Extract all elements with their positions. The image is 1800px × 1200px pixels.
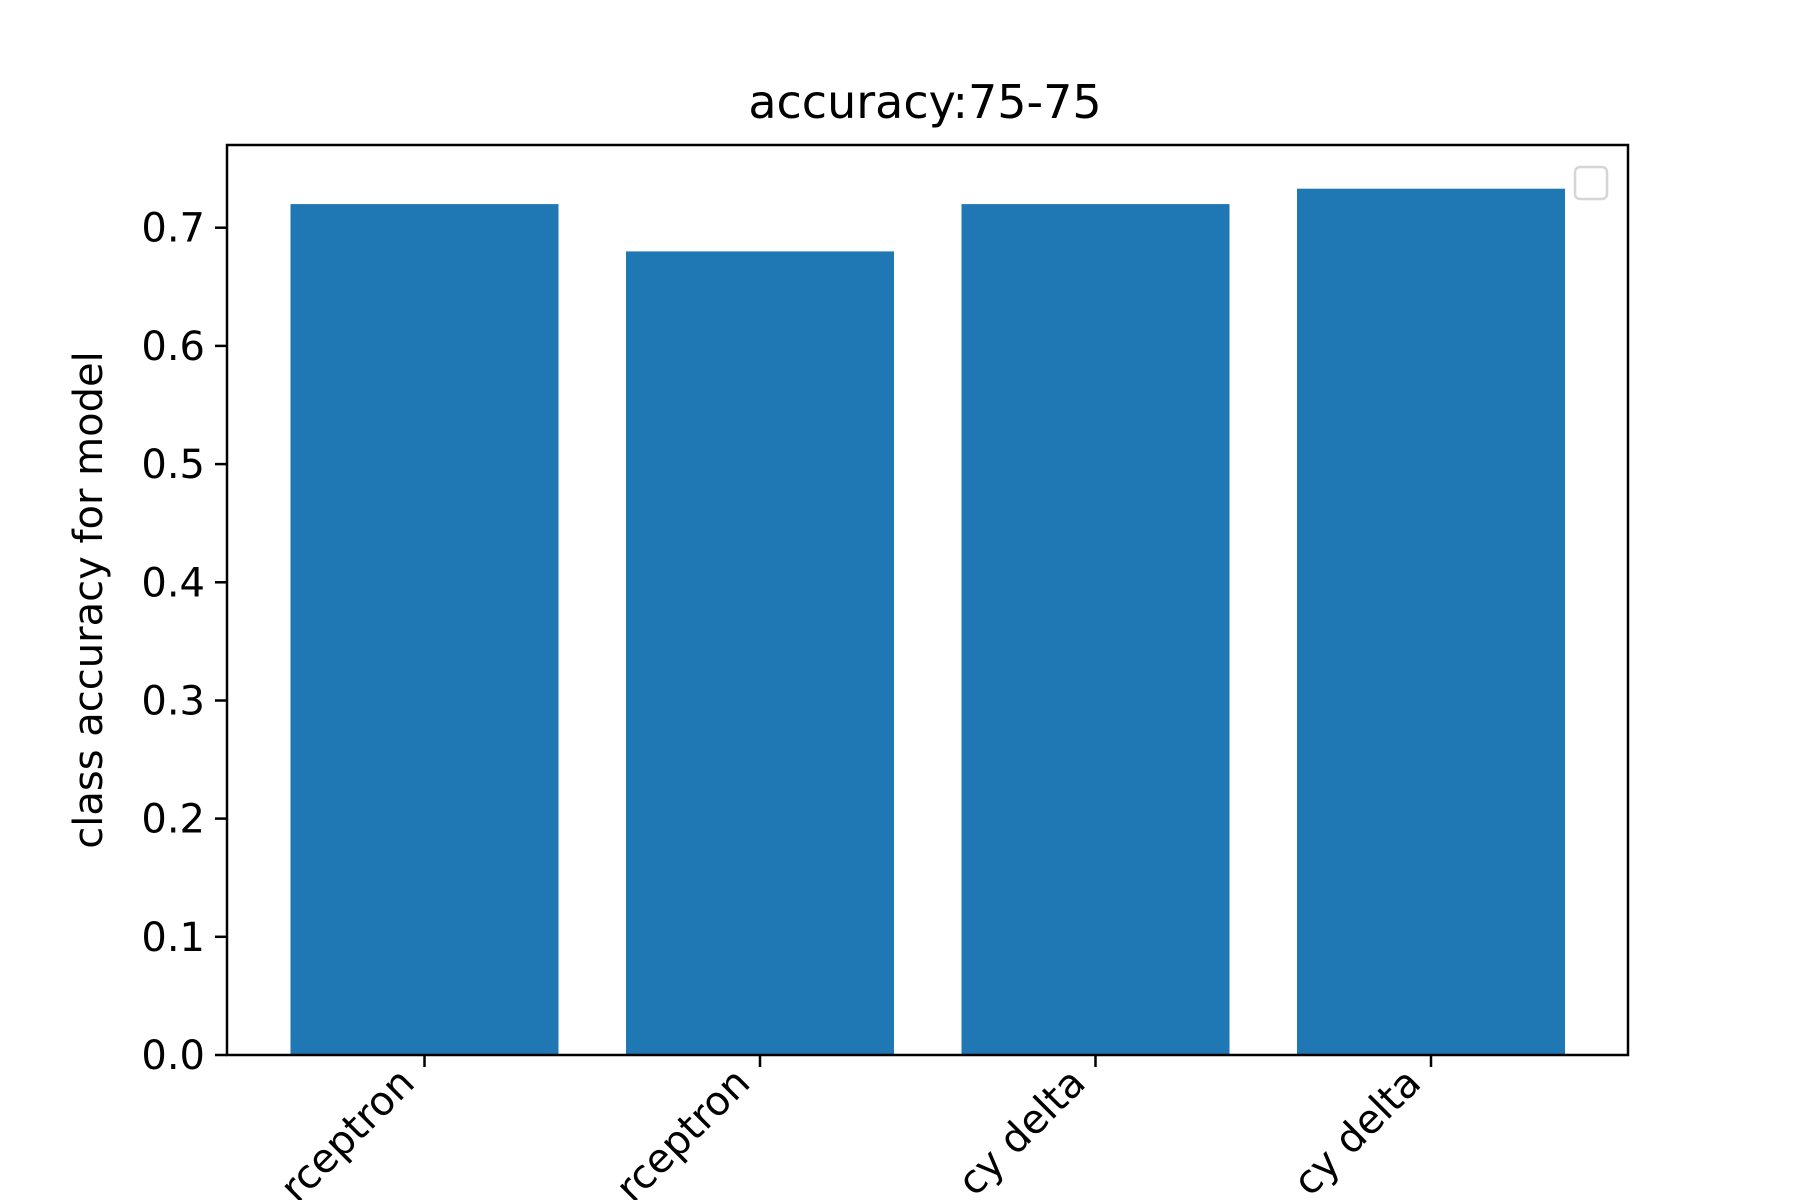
- y-tick-label: 0.2: [141, 797, 205, 843]
- y-axis: 0.0 0.1 0.2 0.3 0.4 0.5 0.6 0.7: [141, 206, 227, 1079]
- y-tick-label: 0.4: [141, 560, 205, 606]
- legend-box: [1573, 165, 1609, 201]
- x-tick-label: rceptron: [272, 1060, 424, 1200]
- y-tick-label: 0.1: [141, 915, 205, 961]
- x-tick-label: rceptron: [607, 1060, 759, 1200]
- x-tick-label: cy delta: [1285, 1060, 1430, 1200]
- y-tick-label: 0.5: [141, 442, 205, 488]
- y-tick-label: 0.3: [141, 679, 205, 725]
- bar-2: [626, 251, 894, 1055]
- y-tick-label: 0.6: [141, 324, 205, 370]
- y-axis-label: class accuracy for model: [66, 351, 112, 848]
- bar-3: [961, 204, 1230, 1056]
- bars-layer: [290, 188, 1565, 1056]
- chart-title: accuracy:75-75: [748, 75, 1101, 129]
- x-tick-label: cy delta: [949, 1060, 1094, 1200]
- y-tick-label: 0.7: [141, 206, 205, 252]
- bar-4: [1297, 188, 1565, 1055]
- y-tick-label: 0.0: [141, 1033, 205, 1079]
- x-axis: rceptron rceptron cy delta cy delta: [272, 1055, 1433, 1200]
- plot-frame: [225, 143, 1630, 1057]
- bar-1: [290, 204, 559, 1056]
